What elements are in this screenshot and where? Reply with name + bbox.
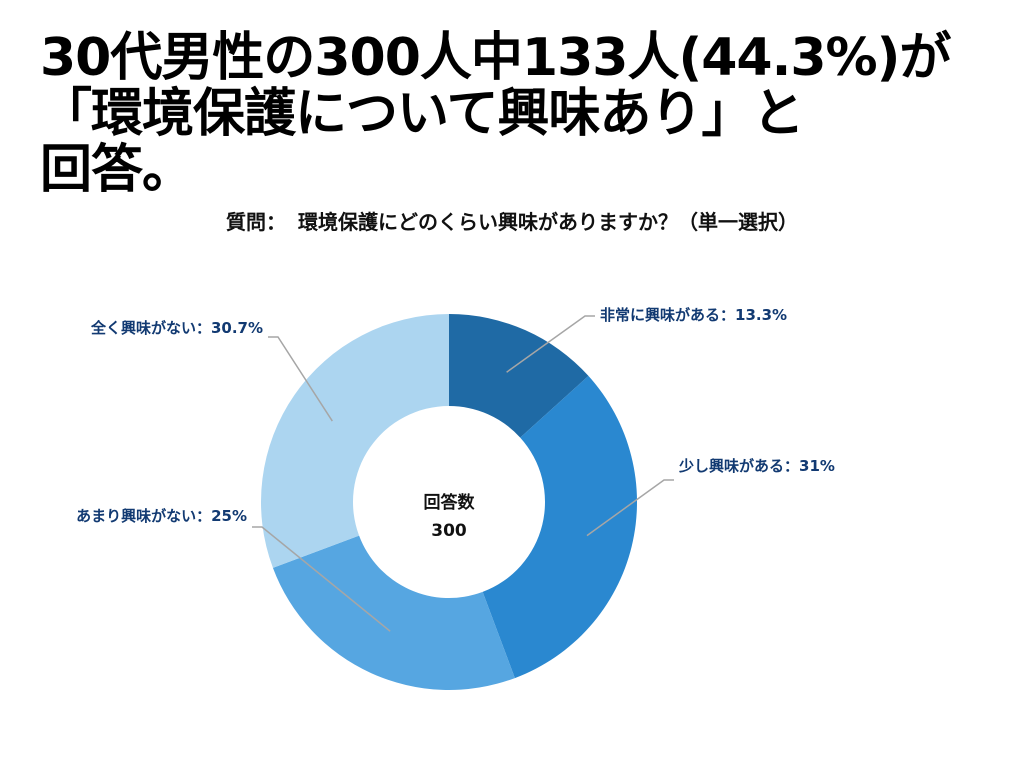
slice-not-interested [261, 314, 449, 568]
slice-somewhat-interested [482, 375, 637, 679]
leader-line-somewhat-interested [586, 479, 674, 537]
chart-slices [261, 314, 637, 690]
chart-labels: 非常に興味がある：13.3% 少し興味がある：31% あまり興味がない：25% 全く興… [76, 306, 835, 525]
headline-line-3: 回答。 [40, 140, 194, 200]
label-not-very-interested: あまり興味がない：25% [76, 507, 247, 525]
headline-line-1: 30代男性の300人中133人(44.3%)が [40, 28, 951, 88]
question-text: 環境保護にどのくらい興味がありますか？（単一選択） [298, 210, 798, 234]
label-very-interested: 非常に興味がある：13.3% [600, 306, 787, 324]
slice-very-interested [449, 314, 589, 438]
leader-line-very-interested [506, 315, 595, 373]
slice-not-very-interested [272, 535, 515, 690]
label-somewhat-interested: 少し興味がある：31% [678, 457, 835, 475]
center-value: 300 [431, 521, 467, 541]
headline: 30代男性の300人中133人(44.3%)が 「環境保護について興味あり」と … [40, 30, 1000, 198]
question-prefix: 質問： [226, 210, 286, 234]
leader-line-not-very-interested [252, 526, 391, 632]
survey-question: 質問： 環境保護にどのくらい興味がありますか？（単一選択） [0, 206, 1024, 235]
chart-leader-lines [252, 315, 674, 632]
label-not-interested: 全く興味がない：30.7% [90, 319, 263, 337]
headline-line-2: 「環境保護について興味あり」と [40, 84, 804, 144]
center-label: 回答数 [424, 492, 476, 513]
leader-line-not-interested [268, 336, 333, 422]
